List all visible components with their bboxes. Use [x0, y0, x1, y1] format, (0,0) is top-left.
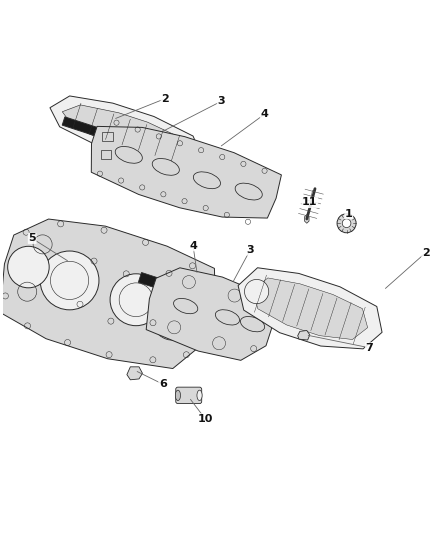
Circle shape [244, 279, 269, 304]
Circle shape [342, 219, 351, 228]
Polygon shape [0, 219, 215, 368]
Circle shape [7, 246, 49, 288]
Text: 2: 2 [161, 94, 169, 104]
Text: 6: 6 [159, 379, 167, 389]
Polygon shape [252, 278, 367, 340]
Polygon shape [91, 126, 281, 218]
Text: 3: 3 [246, 245, 254, 255]
Polygon shape [62, 105, 190, 159]
Polygon shape [138, 272, 261, 321]
Polygon shape [146, 268, 274, 360]
Text: 7: 7 [366, 343, 373, 353]
Text: 2: 2 [422, 248, 430, 257]
Ellipse shape [175, 390, 180, 401]
Polygon shape [238, 268, 382, 349]
Polygon shape [298, 330, 310, 340]
Text: 11: 11 [302, 198, 318, 207]
Polygon shape [62, 117, 242, 183]
Circle shape [40, 251, 99, 310]
Circle shape [337, 214, 356, 233]
Ellipse shape [197, 390, 202, 401]
Circle shape [110, 274, 162, 326]
FancyBboxPatch shape [176, 387, 202, 403]
Text: 10: 10 [198, 414, 213, 424]
Text: 1: 1 [345, 209, 353, 219]
Text: 4: 4 [189, 241, 197, 251]
Text: 3: 3 [217, 96, 225, 106]
Polygon shape [304, 215, 309, 223]
Text: 5: 5 [28, 233, 36, 244]
Polygon shape [127, 367, 142, 380]
Polygon shape [50, 96, 202, 169]
Text: 4: 4 [261, 109, 268, 119]
